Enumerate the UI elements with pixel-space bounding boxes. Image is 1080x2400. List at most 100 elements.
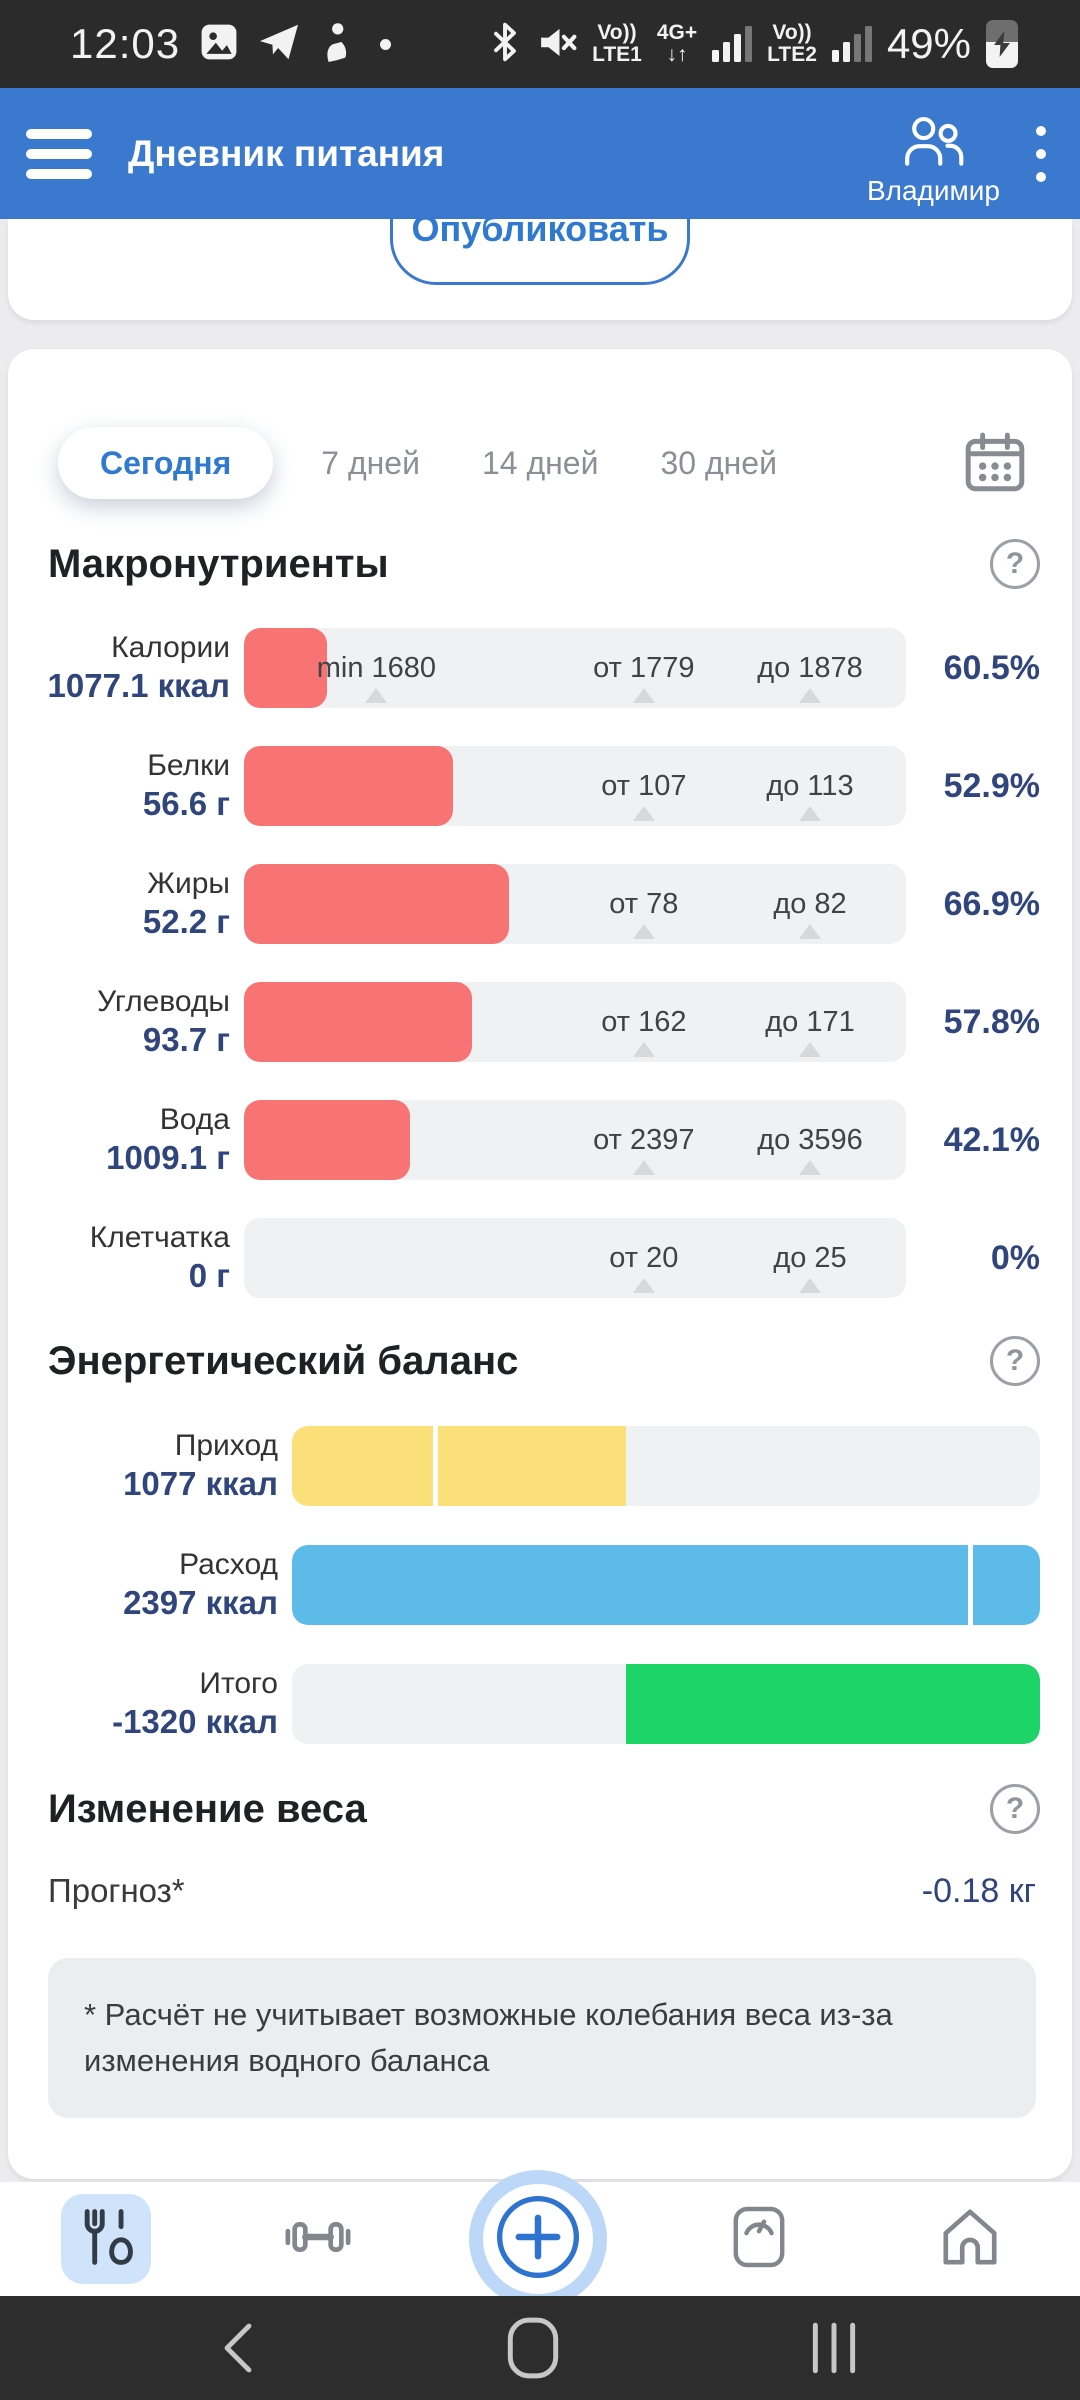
range-marker-arrow	[632, 1042, 655, 1057]
status-bar: 12:03 Vo)) LTE1 4G+ ↓↑	[0, 0, 1080, 88]
app-header: Дневник питания Владимир	[0, 88, 1080, 219]
nav-food[interactable]	[40, 2182, 172, 2296]
range-marker-label: до 82	[773, 887, 847, 920]
nav-food-active-bg	[61, 2194, 151, 2284]
signal-bars-2	[831, 26, 872, 62]
range-marker-label: от 78	[609, 887, 679, 920]
range-marker-arrow	[632, 1160, 655, 1175]
range-marker-arrow	[799, 1160, 821, 1175]
range-marker-arrow	[632, 688, 655, 703]
overflow-menu-icon[interactable]	[1036, 125, 1046, 182]
nav-home[interactable]	[904, 2182, 1036, 2296]
macro-percent: 0%	[990, 1238, 1040, 1277]
volte1-indicator: Vo)) LTE1	[592, 21, 642, 66]
tab-today[interactable]: Сегодня	[58, 427, 274, 499]
bottom-nav	[0, 2170, 1080, 2308]
range-marker-label: до 171	[765, 1005, 855, 1038]
network-indicator: 4G+ ↓↑	[656, 21, 698, 66]
macro-row-fiber: Клетчатка 0 г от 20 до 25 0%	[40, 1218, 1040, 1298]
nav-weight[interactable]	[693, 2182, 825, 2296]
energy-balance-header: Энергетический баланс ?	[48, 1336, 1040, 1386]
energy-progress-bar	[292, 1664, 1040, 1744]
stats-card: Сегодня 7 дней 14 дней 30 дней Макронутриен…	[8, 349, 1072, 2179]
range-marker-label: от 162	[601, 1005, 687, 1038]
macro-progress-bar: от 78 до 82	[244, 864, 906, 944]
people-icon	[901, 114, 965, 173]
macro-label: Жиры 52.2 г	[142, 867, 230, 940]
range-marker-arrow	[799, 688, 821, 703]
macro-progress-fill	[244, 982, 473, 1062]
disclaimer-note: * Расчёт не учитывает возможные колебани…	[48, 1958, 1036, 2118]
page-title: Дневник питания	[128, 132, 445, 174]
macro-progress-bar: от 2397 до 3596	[244, 1100, 906, 1180]
macro-row-protein: Белки 56.6 г от 107 до 113 52.9%	[40, 746, 1040, 826]
energy-progress-bar	[292, 1545, 1040, 1625]
macro-percent: 60.5%	[943, 648, 1040, 687]
macro-row-carbs: Углеводы 93.7 г от 162 до 171 57.8%	[40, 982, 1040, 1062]
user-menu[interactable]: Владимир	[867, 114, 1000, 207]
segment-divider	[968, 1545, 974, 1625]
macro-row-water: Вода 1009.1 г от 2397 до 3596 42.1%	[40, 1100, 1040, 1180]
range-marker-arrow	[632, 1278, 655, 1293]
android-nav-bar	[0, 2296, 1080, 2400]
help-icon[interactable]: ?	[990, 1336, 1040, 1386]
scale-icon	[730, 2205, 788, 2274]
macro-percent: 52.9%	[943, 766, 1040, 805]
range-marker-label: от 20	[609, 1241, 679, 1274]
tab-14days[interactable]: 14 дней	[481, 444, 599, 481]
range-marker-label: от 107	[601, 769, 687, 802]
energy-row-expense: Расход 2397 ккал	[40, 1545, 1040, 1625]
macro-progress-bar: от 20 до 25	[244, 1218, 906, 1298]
range-marker-label: min 1680	[316, 651, 437, 684]
publish-card: Опубликовать	[8, 219, 1072, 320]
help-icon[interactable]: ?	[990, 1784, 1040, 1834]
macro-row-calories: Калории 1077.1 ккал min 1680 от 1779 до 187…	[40, 628, 1040, 708]
range-marker-label: до 25	[773, 1241, 847, 1274]
range-marker-label: от 2397	[593, 1123, 695, 1156]
battery-icon	[986, 20, 1018, 68]
add-button-halo	[469, 2170, 607, 2308]
energy-label: Приход 1077 ккал	[123, 1429, 278, 1502]
range-marker-label: от 1779	[593, 651, 695, 684]
forecast-row: Прогноз* -0.18 кг	[48, 1868, 1036, 1914]
energy-row-total: Итого -1320 ккал	[40, 1664, 1040, 1744]
range-marker-arrow	[799, 1278, 821, 1293]
tab-30days[interactable]: 30 дней	[660, 444, 777, 481]
nav-add[interactable]	[463, 2170, 613, 2308]
weight-change-header: Изменение веса ?	[48, 1784, 1040, 1834]
forecast-label: Прогноз*	[48, 1872, 185, 1909]
energy-balance-list: Приход 1077 ккал Расход 2397 ккал Итого -13…	[8, 1426, 1072, 1744]
macro-progress-fill	[244, 864, 509, 944]
macronutrients-header: Макронутриенты ?	[48, 539, 1040, 589]
tab-7days[interactable]: 7 дней	[321, 444, 420, 481]
person-icon	[320, 22, 350, 67]
nav-workout[interactable]	[252, 2182, 384, 2296]
macro-percent: 66.9%	[943, 884, 1040, 923]
android-recents-button[interactable]	[805, 2319, 863, 2377]
section-title: Изменение веса	[48, 1786, 367, 1831]
macro-row-fats: Жиры 52.2 г от 78 до 82 66.9%	[40, 864, 1040, 944]
macro-percent: 57.8%	[943, 1002, 1040, 1041]
energy-progress-fill	[626, 1664, 1040, 1744]
home-icon	[938, 2206, 1002, 2273]
help-icon[interactable]: ?	[990, 539, 1040, 589]
range-marker-label: до 3596	[757, 1123, 863, 1156]
energy-progress-bar	[292, 1426, 1040, 1506]
range-marker-arrow	[632, 806, 655, 821]
macro-progress-fill	[244, 628, 327, 708]
android-back-button[interactable]	[217, 2320, 261, 2376]
menu-icon[interactable]	[26, 128, 92, 179]
energy-progress-fill	[292, 1545, 1040, 1625]
energy-label: Расход 2397 ккал	[123, 1548, 278, 1621]
macro-progress-fill	[244, 746, 453, 826]
macro-label: Клетчатка 0 г	[89, 1221, 230, 1294]
macro-label: Белки 56.6 г	[142, 749, 230, 822]
publish-button[interactable]: Опубликовать	[390, 219, 690, 285]
range-marker-arrow	[632, 924, 655, 939]
range-marker-arrow	[799, 806, 821, 821]
macro-progress-bar: min 1680 от 1779 до 1878	[244, 628, 906, 708]
bluetooth-icon	[490, 20, 520, 69]
android-home-button[interactable]	[506, 2316, 560, 2380]
calendar-icon[interactable]	[962, 431, 1028, 495]
